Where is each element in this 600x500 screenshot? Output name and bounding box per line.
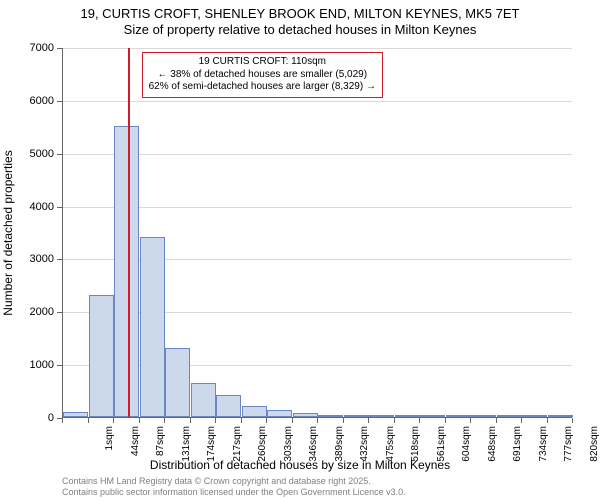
x-tick-mark <box>419 418 420 423</box>
histogram-bar <box>548 415 573 417</box>
y-tick-mark <box>57 48 62 49</box>
x-tick-mark <box>547 418 548 423</box>
x-tick-mark <box>164 418 165 423</box>
y-tick-mark <box>57 207 62 208</box>
y-tick-mark <box>57 259 62 260</box>
annotation-line2: ← 38% of detached houses are smaller (5,… <box>149 69 376 82</box>
y-tick-mark <box>57 154 62 155</box>
histogram-bar <box>344 415 369 417</box>
histogram-bar <box>497 415 522 417</box>
reference-line <box>128 48 130 417</box>
x-tick-mark <box>139 418 140 423</box>
histogram-bar <box>446 415 471 417</box>
chart-container: 19, CURTIS CROFT, SHENLEY BROOK END, MIL… <box>0 0 600 500</box>
x-tick-mark <box>470 418 471 423</box>
histogram-bar <box>293 413 318 417</box>
annotation-line1: 19 CURTIS CROFT: 110sqm <box>149 56 376 69</box>
histogram-bar <box>140 237 165 417</box>
y-tick-label: 1000 <box>14 359 54 371</box>
annotation-box: 19 CURTIS CROFT: 110sqm← 38% of detached… <box>142 52 383 98</box>
plot-area: 19 CURTIS CROFT: 110sqm← 38% of detached… <box>62 48 572 418</box>
x-tick-mark <box>317 418 318 423</box>
attribution-line2: Contains public sector information licen… <box>62 487 406 498</box>
gridline <box>63 101 572 102</box>
chart-title-block: 19, CURTIS CROFT, SHENLEY BROOK END, MIL… <box>0 0 600 39</box>
histogram-bar <box>165 348 190 417</box>
histogram-bar <box>318 415 343 417</box>
chart-title-line2: Size of property relative to detached ho… <box>0 22 600 38</box>
x-tick-mark <box>62 418 63 423</box>
histogram-bar <box>89 295 114 417</box>
y-tick-label: 7000 <box>14 42 54 54</box>
x-tick-mark <box>215 418 216 423</box>
x-tick-mark <box>266 418 267 423</box>
gridline <box>63 48 572 49</box>
gridline <box>63 154 572 155</box>
histogram-bar <box>63 412 88 417</box>
histogram-bar <box>216 395 241 417</box>
x-axis-label: Distribution of detached houses by size … <box>0 458 600 472</box>
histogram-bar <box>267 410 292 417</box>
x-tick-mark <box>292 418 293 423</box>
y-tick-mark <box>57 101 62 102</box>
y-tick-label: 5000 <box>14 148 54 160</box>
y-tick-mark <box>57 365 62 366</box>
y-axis-label: Number of detached properties <box>1 150 15 315</box>
histogram-bar <box>522 415 547 417</box>
histogram-bar <box>420 415 445 417</box>
y-tick-label: 6000 <box>14 95 54 107</box>
histogram-bar <box>191 383 216 417</box>
x-tick-mark <box>113 418 114 423</box>
x-tick-mark <box>496 418 497 423</box>
attribution-line1: Contains HM Land Registry data © Crown c… <box>62 476 406 487</box>
histogram-bar <box>471 415 496 417</box>
histogram-bar <box>395 415 420 417</box>
y-tick-label: 2000 <box>14 306 54 318</box>
x-tick-mark <box>190 418 191 423</box>
x-tick-mark <box>572 418 573 423</box>
x-tick-mark <box>343 418 344 423</box>
gridline <box>63 207 572 208</box>
y-tick-label: 4000 <box>14 201 54 213</box>
annotation-line3: 62% of semi-detached houses are larger (… <box>149 81 376 94</box>
x-tick-mark <box>368 418 369 423</box>
histogram-bar <box>369 415 394 417</box>
histogram-bar <box>242 406 267 417</box>
x-tick-mark <box>241 418 242 423</box>
y-tick-label: 0 <box>14 412 54 424</box>
x-tick-mark <box>394 418 395 423</box>
x-tick-mark <box>521 418 522 423</box>
attribution-text: Contains HM Land Registry data © Crown c… <box>62 476 406 498</box>
x-tick-mark <box>88 418 89 423</box>
y-tick-label: 3000 <box>14 253 54 265</box>
x-tick-mark <box>445 418 446 423</box>
chart-title-line1: 19, CURTIS CROFT, SHENLEY BROOK END, MIL… <box>0 6 600 22</box>
y-tick-mark <box>57 312 62 313</box>
